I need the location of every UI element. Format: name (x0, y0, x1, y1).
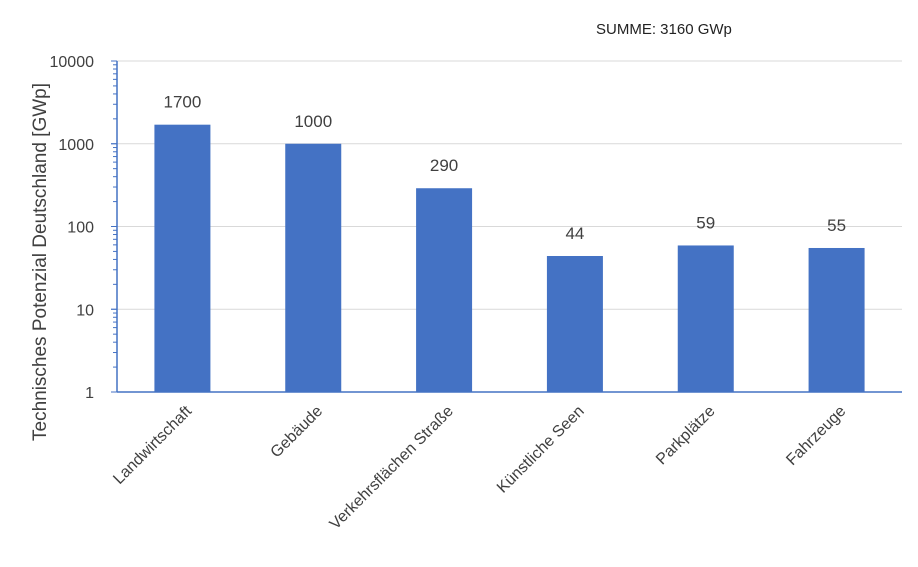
bar (416, 188, 473, 392)
category-label: Fahrzeuge (783, 403, 849, 469)
y-axis-title: Technisches Potenzial Deutschland [GWp] (30, 83, 51, 441)
bar (154, 124, 211, 392)
bar (808, 247, 865, 392)
category-label: Parkplätze (653, 403, 719, 469)
axes (111, 60, 902, 393)
y-tick-label: 1 (85, 385, 94, 402)
y-tick-label: 10000 (50, 54, 95, 71)
y-tick-label: 1000 (58, 137, 94, 154)
data-label: 55 (827, 216, 846, 235)
category-label: Künstliche Seen (494, 403, 588, 497)
data-label: 1700 (164, 93, 202, 112)
bar (677, 245, 734, 392)
bars (154, 124, 865, 392)
gridlines (117, 60, 902, 310)
bar (546, 256, 603, 392)
category-label: Gebäude (267, 403, 326, 462)
sum-annotation: SUMME: 3160 GWp (596, 21, 732, 38)
y-tick-label: 100 (67, 220, 94, 237)
data-label: 59 (696, 213, 715, 232)
y-tick-label: 10 (76, 302, 94, 319)
data-label: 44 (565, 224, 584, 243)
category-label: Landwirtschaft (110, 402, 195, 487)
data-label: 290 (430, 156, 458, 175)
bar (285, 143, 342, 392)
category-label: Verkehrsflächen Straße (327, 403, 457, 533)
data-label: 1000 (294, 112, 332, 131)
